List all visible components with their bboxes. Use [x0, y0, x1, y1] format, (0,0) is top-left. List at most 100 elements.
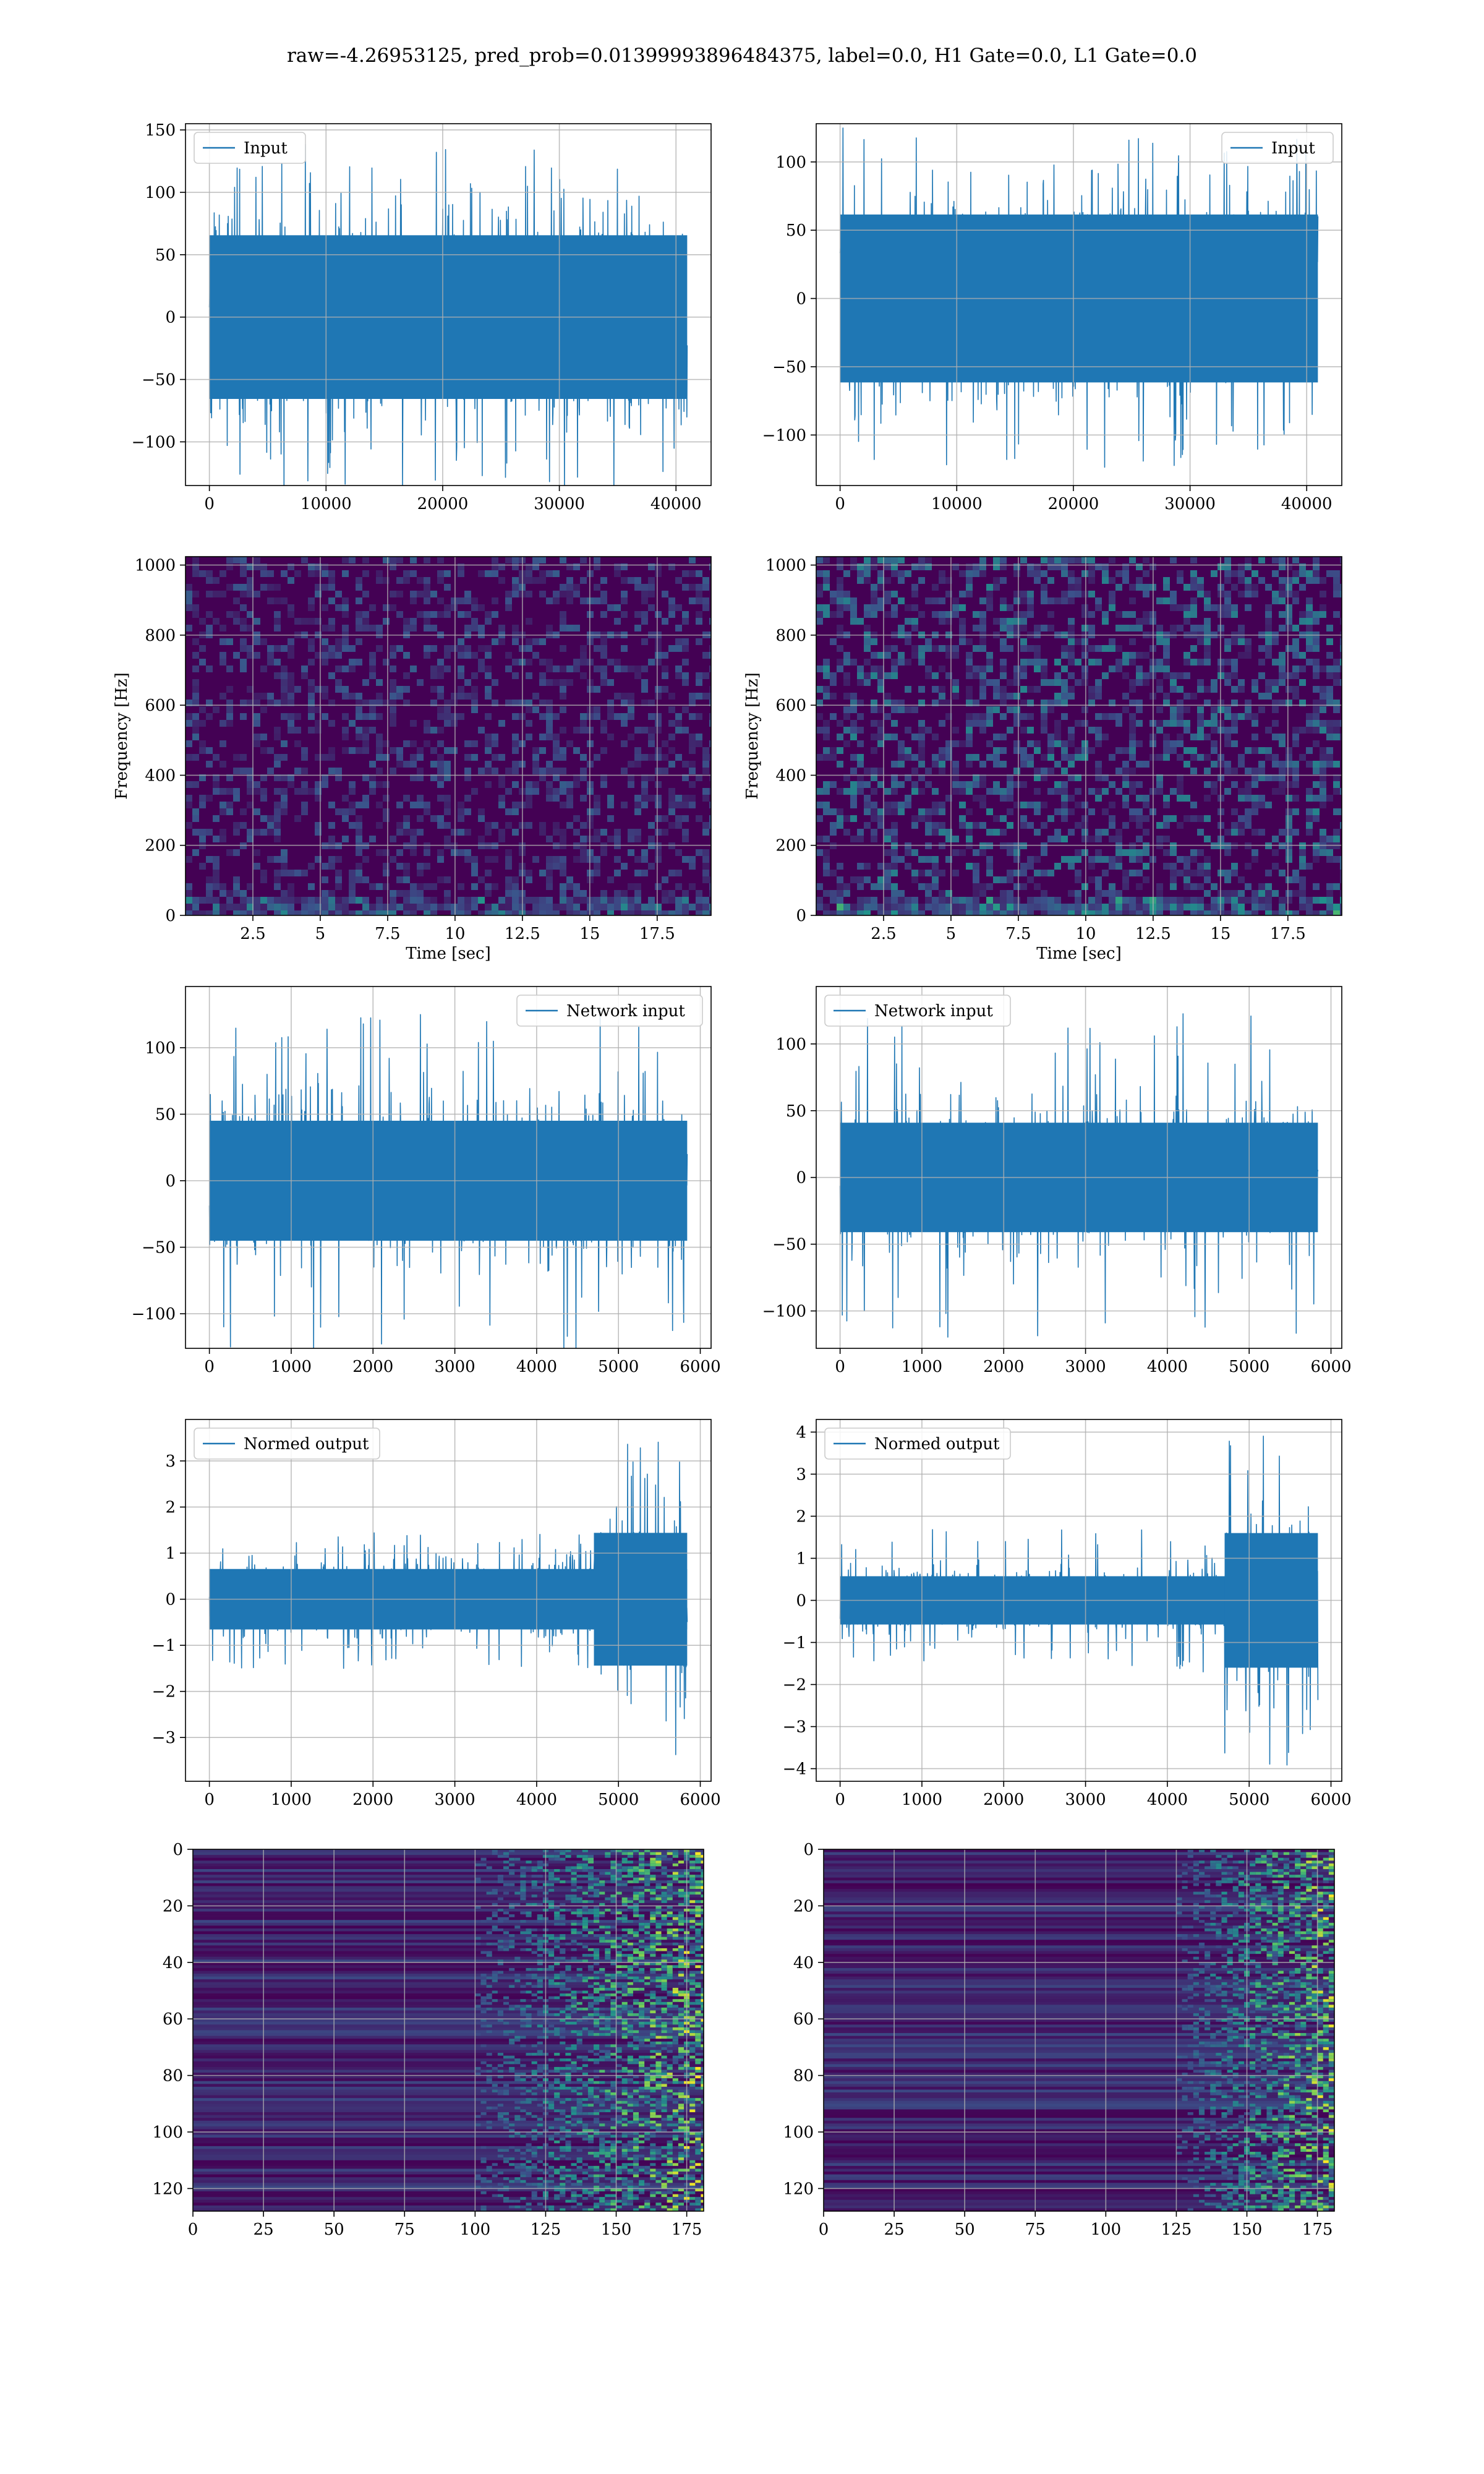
heatmap-cell [349, 870, 356, 876]
heatmap-cell [898, 570, 905, 577]
heatmap-cell [668, 788, 675, 795]
heatmap-cell [599, 1999, 605, 2003]
heatmap-cell [582, 1996, 588, 2000]
heatmap-cell [537, 1985, 543, 1988]
heatmap-cell [850, 836, 857, 842]
heatmap-cell [437, 659, 444, 666]
heatmap-cell [1245, 910, 1252, 915]
heatmap-cell [644, 1868, 650, 1873]
heatmap-cell [1027, 822, 1034, 829]
heatmap-cell [1279, 870, 1286, 876]
y-tick-label: 600 [775, 696, 806, 715]
heatmap-cell [648, 754, 655, 761]
heatmap-cell [911, 822, 918, 829]
heatmap-cell [1041, 557, 1047, 563]
heatmap-cell [939, 686, 945, 693]
heatmap-cell [1306, 638, 1313, 645]
heatmap-cell [1299, 876, 1306, 883]
heatmap-cell [451, 597, 458, 604]
heatmap-cell [966, 666, 973, 672]
heatmap-cell [1224, 706, 1231, 713]
heatmap-cell [571, 1928, 577, 1932]
heatmap-cell [328, 577, 335, 584]
heatmap-cell [301, 747, 308, 754]
heatmap-cell [475, 1993, 481, 1997]
heatmap-cell [240, 910, 247, 915]
heatmap-cell [1143, 815, 1149, 822]
heatmap-cell [650, 1852, 656, 1856]
heatmap-cell [410, 591, 417, 597]
heatmap-cell [475, 1906, 481, 1909]
heatmap-cell [891, 700, 898, 706]
heatmap-cell [661, 1979, 667, 1983]
heatmap-cell [226, 557, 233, 563]
heatmap-cell [672, 1934, 678, 1938]
heatmap-cell [701, 1987, 704, 1992]
heatmap-cell [932, 584, 939, 591]
heatmap-cell [871, 584, 877, 591]
heatmap-cell [213, 754, 220, 761]
heatmap-cell [689, 1863, 696, 1867]
heatmap-cell [1183, 604, 1190, 611]
heatmap-cell [464, 611, 471, 618]
heatmap-cell [1068, 727, 1075, 734]
heatmap-cell [1088, 910, 1095, 915]
heatmap-cell [701, 1940, 704, 1943]
heatmap-cell [678, 1922, 684, 1926]
heatmap-cell [485, 910, 492, 915]
heatmap-cell [628, 904, 634, 910]
heatmap-cell [655, 1857, 662, 1861]
heatmap-cell [668, 720, 675, 727]
heatmap-cell [600, 679, 607, 686]
heatmap-cell [505, 897, 512, 904]
heatmap-cell [458, 910, 464, 915]
heatmap-row [193, 1868, 704, 1873]
heatmap-cell [709, 883, 711, 890]
heatmap-cell [1183, 904, 1190, 910]
heatmap-cell [390, 904, 396, 910]
heatmap-cell [1136, 883, 1143, 890]
heatmap-cell [288, 638, 294, 645]
heatmap-cell [546, 795, 553, 802]
heatmap-cell [240, 584, 247, 591]
heatmap-cell [1095, 849, 1102, 856]
heatmap-cell [1299, 849, 1306, 856]
heatmap-cell [952, 788, 959, 795]
heatmap-cell [226, 666, 233, 672]
heatmap-cell [294, 897, 301, 904]
heatmap-cell [308, 706, 315, 713]
heatmap-cell [424, 611, 430, 618]
y-tick-label: 100 [775, 153, 806, 172]
heatmap-cell [621, 693, 628, 700]
heatmap-cell [565, 1894, 571, 1898]
heatmap-cell [633, 1906, 639, 1909]
heatmap-cell [410, 570, 417, 577]
heatmap-cell [1061, 693, 1068, 700]
heatmap-cell [464, 897, 471, 904]
heatmap-cell [349, 666, 356, 672]
heatmap-cell [857, 883, 864, 890]
heatmap-cell [1197, 706, 1204, 713]
heatmap-cell [464, 904, 471, 910]
heatmap-cell [1313, 645, 1320, 652]
heatmap-cell [857, 570, 864, 577]
heatmap-cell [288, 890, 294, 897]
heatmap-cell [1333, 904, 1340, 910]
heatmap-cell [199, 910, 206, 915]
heatmap-cell [1231, 570, 1238, 577]
heatmap-cell [424, 910, 430, 915]
heatmap-cell [1197, 863, 1204, 870]
heatmap-cell [206, 897, 213, 904]
heatmap-cell [566, 883, 573, 890]
heatmap-cell [639, 1945, 645, 1949]
heatmap-cell [485, 904, 492, 910]
heatmap-cell [1156, 625, 1163, 631]
heatmap-cell [220, 836, 226, 842]
heatmap-cell [621, 1900, 628, 1904]
heatmap-cell [1306, 625, 1313, 631]
heatmap-cell [509, 1940, 515, 1943]
heatmap-cell [689, 768, 696, 774]
heatmap-cell [1333, 672, 1340, 679]
heatmap-cell [537, 1917, 543, 1920]
heatmap-cell [1000, 700, 1007, 706]
